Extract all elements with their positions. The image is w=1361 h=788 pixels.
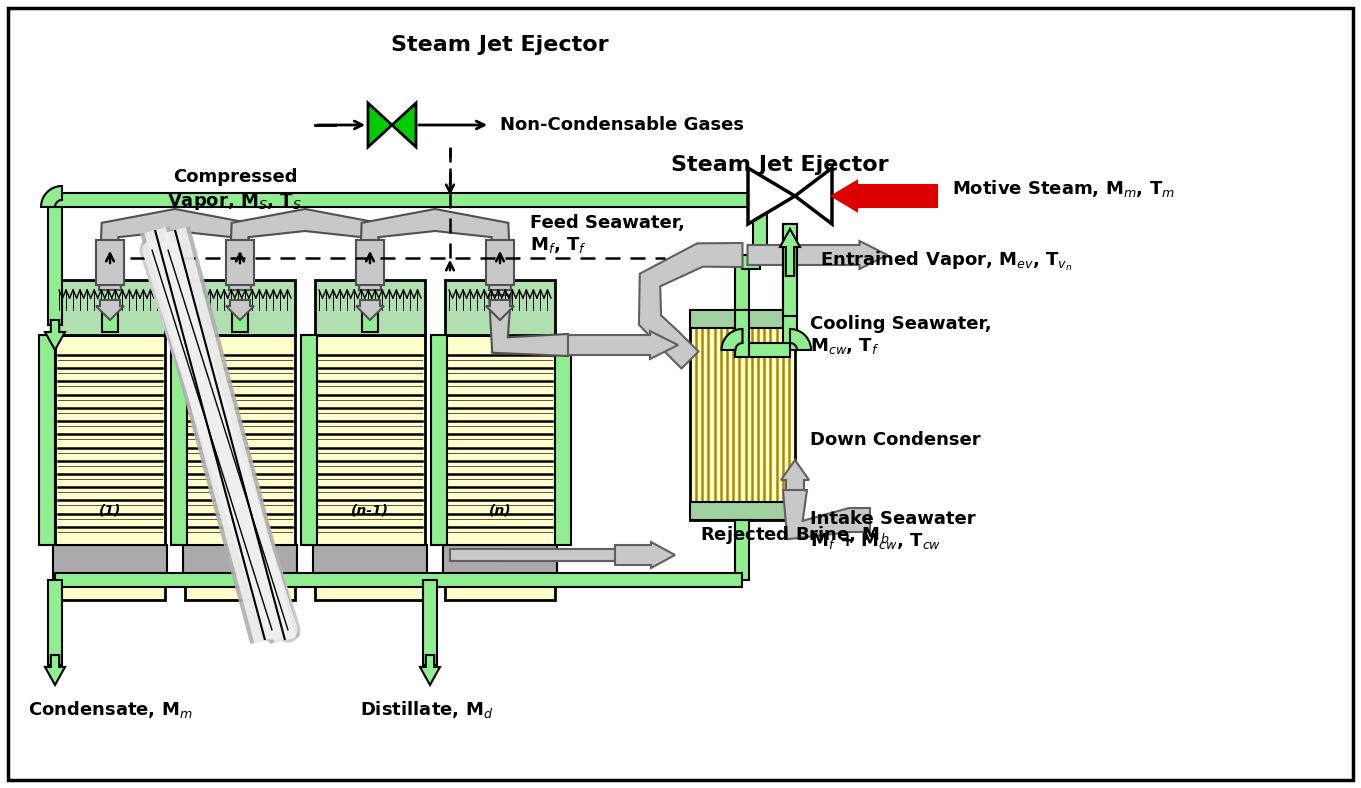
Polygon shape <box>749 168 795 224</box>
Bar <box>182 545 297 580</box>
Bar <box>301 335 317 545</box>
Bar <box>753 196 768 207</box>
Bar <box>690 502 795 520</box>
Text: Entrained Vapor, M$_{ev}$, T$_{v_n}$: Entrained Vapor, M$_{ev}$, T$_{v_n}$ <box>819 250 1072 273</box>
Bar <box>735 520 750 580</box>
Bar <box>743 255 759 269</box>
FancyArrow shape <box>747 241 887 269</box>
Text: Non-Condensable Gases: Non-Condensable Gases <box>499 116 744 134</box>
Text: (2): (2) <box>229 503 252 517</box>
Bar <box>48 207 63 325</box>
Text: Condensate, M$_m$: Condensate, M$_m$ <box>29 700 193 720</box>
Polygon shape <box>97 240 124 285</box>
Bar <box>783 224 798 350</box>
FancyArrow shape <box>357 300 384 320</box>
FancyArrow shape <box>781 460 808 490</box>
Polygon shape <box>367 103 392 147</box>
Polygon shape <box>359 209 510 290</box>
Polygon shape <box>789 329 811 350</box>
Text: (1): (1) <box>99 503 121 517</box>
FancyArrow shape <box>832 181 936 211</box>
Text: Distillate, M$_d$: Distillate, M$_d$ <box>361 700 493 720</box>
Polygon shape <box>229 209 381 290</box>
Bar <box>313 545 427 580</box>
Text: Steam Jet Ejector: Steam Jet Ejector <box>391 35 608 55</box>
FancyArrow shape <box>45 320 65 350</box>
Bar <box>171 335 186 545</box>
Bar <box>231 312 248 332</box>
Bar <box>445 335 555 600</box>
Polygon shape <box>392 103 416 147</box>
FancyArrow shape <box>421 655 440 685</box>
Bar <box>48 580 63 665</box>
Text: Feed Seawater,
M$_f$, T$_f$: Feed Seawater, M$_f$, T$_f$ <box>529 214 685 255</box>
Text: Motive Steam, M$_m$, T$_m$: Motive Steam, M$_m$, T$_m$ <box>951 177 1175 199</box>
Text: Rejected Brine, M$_b$: Rejected Brine, M$_b$ <box>700 524 890 546</box>
Bar <box>431 335 446 545</box>
Bar <box>499 549 621 561</box>
Polygon shape <box>357 240 384 285</box>
Bar <box>445 280 555 335</box>
Text: Down Condenser: Down Condenser <box>810 431 981 449</box>
Text: (n): (n) <box>489 503 512 517</box>
Polygon shape <box>99 209 250 290</box>
Text: (n-1): (n-1) <box>351 503 389 517</box>
Bar <box>555 335 572 545</box>
Bar <box>314 280 425 335</box>
FancyArrow shape <box>45 655 65 685</box>
Bar <box>54 573 743 587</box>
Bar <box>442 545 557 580</box>
FancyArrow shape <box>486 300 514 320</box>
Polygon shape <box>489 295 568 356</box>
Polygon shape <box>753 186 774 207</box>
Bar <box>185 335 295 600</box>
Bar <box>743 343 789 357</box>
Polygon shape <box>486 240 514 285</box>
Bar <box>735 255 750 310</box>
Bar <box>54 335 165 600</box>
Bar <box>54 280 165 335</box>
Bar <box>54 193 759 207</box>
Bar <box>735 310 750 357</box>
FancyArrow shape <box>615 542 675 568</box>
Polygon shape <box>795 168 832 224</box>
Text: Intake Seawater
M$_f$ + M$_{cw}$, T$_{cw}$: Intake Seawater M$_f$ + M$_{cw}$, T$_{cw… <box>810 510 976 551</box>
Bar <box>491 312 508 332</box>
Bar <box>362 312 378 332</box>
Bar <box>423 580 437 665</box>
Bar <box>53 545 167 580</box>
Text: Cooling Seawater,
M$_{cw}$, T$_f$: Cooling Seawater, M$_{cw}$, T$_f$ <box>810 314 992 355</box>
Bar <box>102 312 118 332</box>
Polygon shape <box>226 240 255 285</box>
FancyArrow shape <box>780 229 800 276</box>
Bar <box>753 200 768 250</box>
Bar <box>185 280 295 335</box>
Bar <box>450 549 640 561</box>
Bar <box>314 335 425 600</box>
FancyArrow shape <box>568 331 678 359</box>
Text: Compressed
Vapor, M$_S$, T$_S$: Compressed Vapor, M$_S$, T$_S$ <box>167 169 302 212</box>
Bar <box>690 310 795 520</box>
Polygon shape <box>783 490 870 539</box>
Bar <box>690 310 795 328</box>
FancyArrow shape <box>226 300 255 320</box>
Bar <box>783 224 798 316</box>
Polygon shape <box>721 329 743 350</box>
Polygon shape <box>638 243 743 369</box>
Polygon shape <box>41 186 63 207</box>
FancyArrow shape <box>97 300 124 320</box>
Text: Steam Jet Ejector: Steam Jet Ejector <box>671 155 889 175</box>
Bar <box>39 335 54 545</box>
Bar <box>749 189 759 203</box>
